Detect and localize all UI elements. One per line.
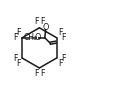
- Text: F: F: [13, 54, 17, 63]
- Text: O: O: [43, 23, 49, 32]
- Text: F: F: [40, 17, 45, 26]
- Text: O: O: [34, 33, 41, 42]
- Text: F: F: [58, 28, 63, 36]
- Text: F: F: [40, 69, 45, 78]
- Text: F: F: [61, 54, 66, 63]
- Text: F: F: [16, 59, 21, 68]
- Text: F: F: [16, 28, 21, 36]
- Text: F: F: [13, 33, 17, 42]
- Text: F: F: [58, 59, 63, 68]
- Text: F: F: [61, 33, 66, 42]
- Text: CH₂: CH₂: [23, 33, 38, 42]
- Text: F: F: [34, 17, 38, 26]
- Text: F: F: [34, 69, 38, 78]
